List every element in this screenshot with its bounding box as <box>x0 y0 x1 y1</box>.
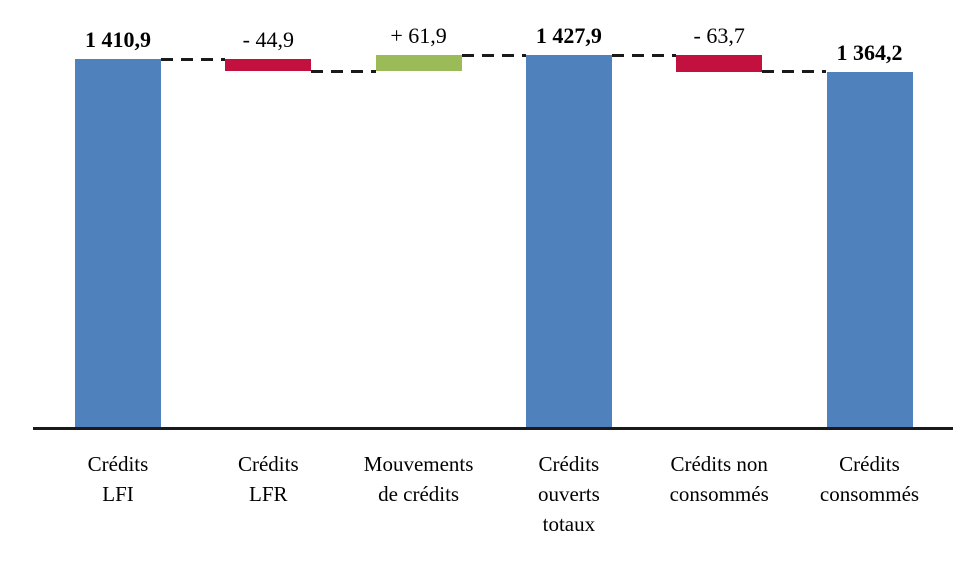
bar-credits-consommes <box>826 71 913 428</box>
category-label-credits-non-consommes: Crédits non consommés <box>634 449 804 509</box>
category-label-line: Crédits non <box>670 452 768 476</box>
x-axis-line <box>33 427 953 430</box>
value-label-credits-non-consommes: - 63,7 <box>693 23 745 48</box>
category-label-line: totaux <box>542 512 596 536</box>
category-label-credits-consommes: Crédits consommés <box>785 449 955 509</box>
category-label-mouvements-de-credits: Mouvements de crédits <box>334 449 504 509</box>
value-label-credits-lfi: 1 410,9 <box>85 27 151 53</box>
category-label-line: consommés <box>669 482 769 506</box>
category-label-credits-lfr: Crédits LFR <box>183 449 353 509</box>
category-label-credits-lfi: Crédits LFI <box>33 449 203 509</box>
bar-credits-non-consommes <box>676 55 763 72</box>
category-label-line: Mouvements <box>363 452 474 476</box>
value-label-mouvements-de-credits: + 61,9 <box>390 23 447 48</box>
value-label-credits-consommes: 1 364,2 <box>836 39 903 65</box>
connector-dashed-line-4 <box>611 53 677 57</box>
category-label-credits-ouverts-totaux: Crédits ouverts totaux <box>484 449 654 539</box>
connector-dashed-line-5 <box>762 70 827 74</box>
category-label-line: Crédits <box>839 452 900 476</box>
value-label-credits-lfr: - 44,9 <box>242 27 294 53</box>
category-label-line: consommés <box>819 482 920 506</box>
connector-dashed-line-3 <box>461 53 526 57</box>
category-label-line: ouverts <box>537 482 600 506</box>
bar-credits-lfr <box>225 59 312 72</box>
value-label-credits-ouverts-totaux: 1 427,9 <box>535 23 602 48</box>
category-label-line: de crédits <box>378 482 460 506</box>
connector-dashed-line-2 <box>311 69 376 73</box>
category-label-line: LFR <box>249 482 288 506</box>
category-label-line: Crédits <box>237 452 299 476</box>
category-label-line: Crédits <box>87 452 149 476</box>
category-label-line: LFI <box>102 482 134 506</box>
bar-credits-ouverts-totaux <box>525 55 612 428</box>
category-label-line: Crédits <box>538 452 600 476</box>
bar-mouvements-de-credits <box>375 55 462 72</box>
bar-credits-lfi <box>75 59 161 428</box>
connector-dashed-line-1 <box>161 57 226 61</box>
